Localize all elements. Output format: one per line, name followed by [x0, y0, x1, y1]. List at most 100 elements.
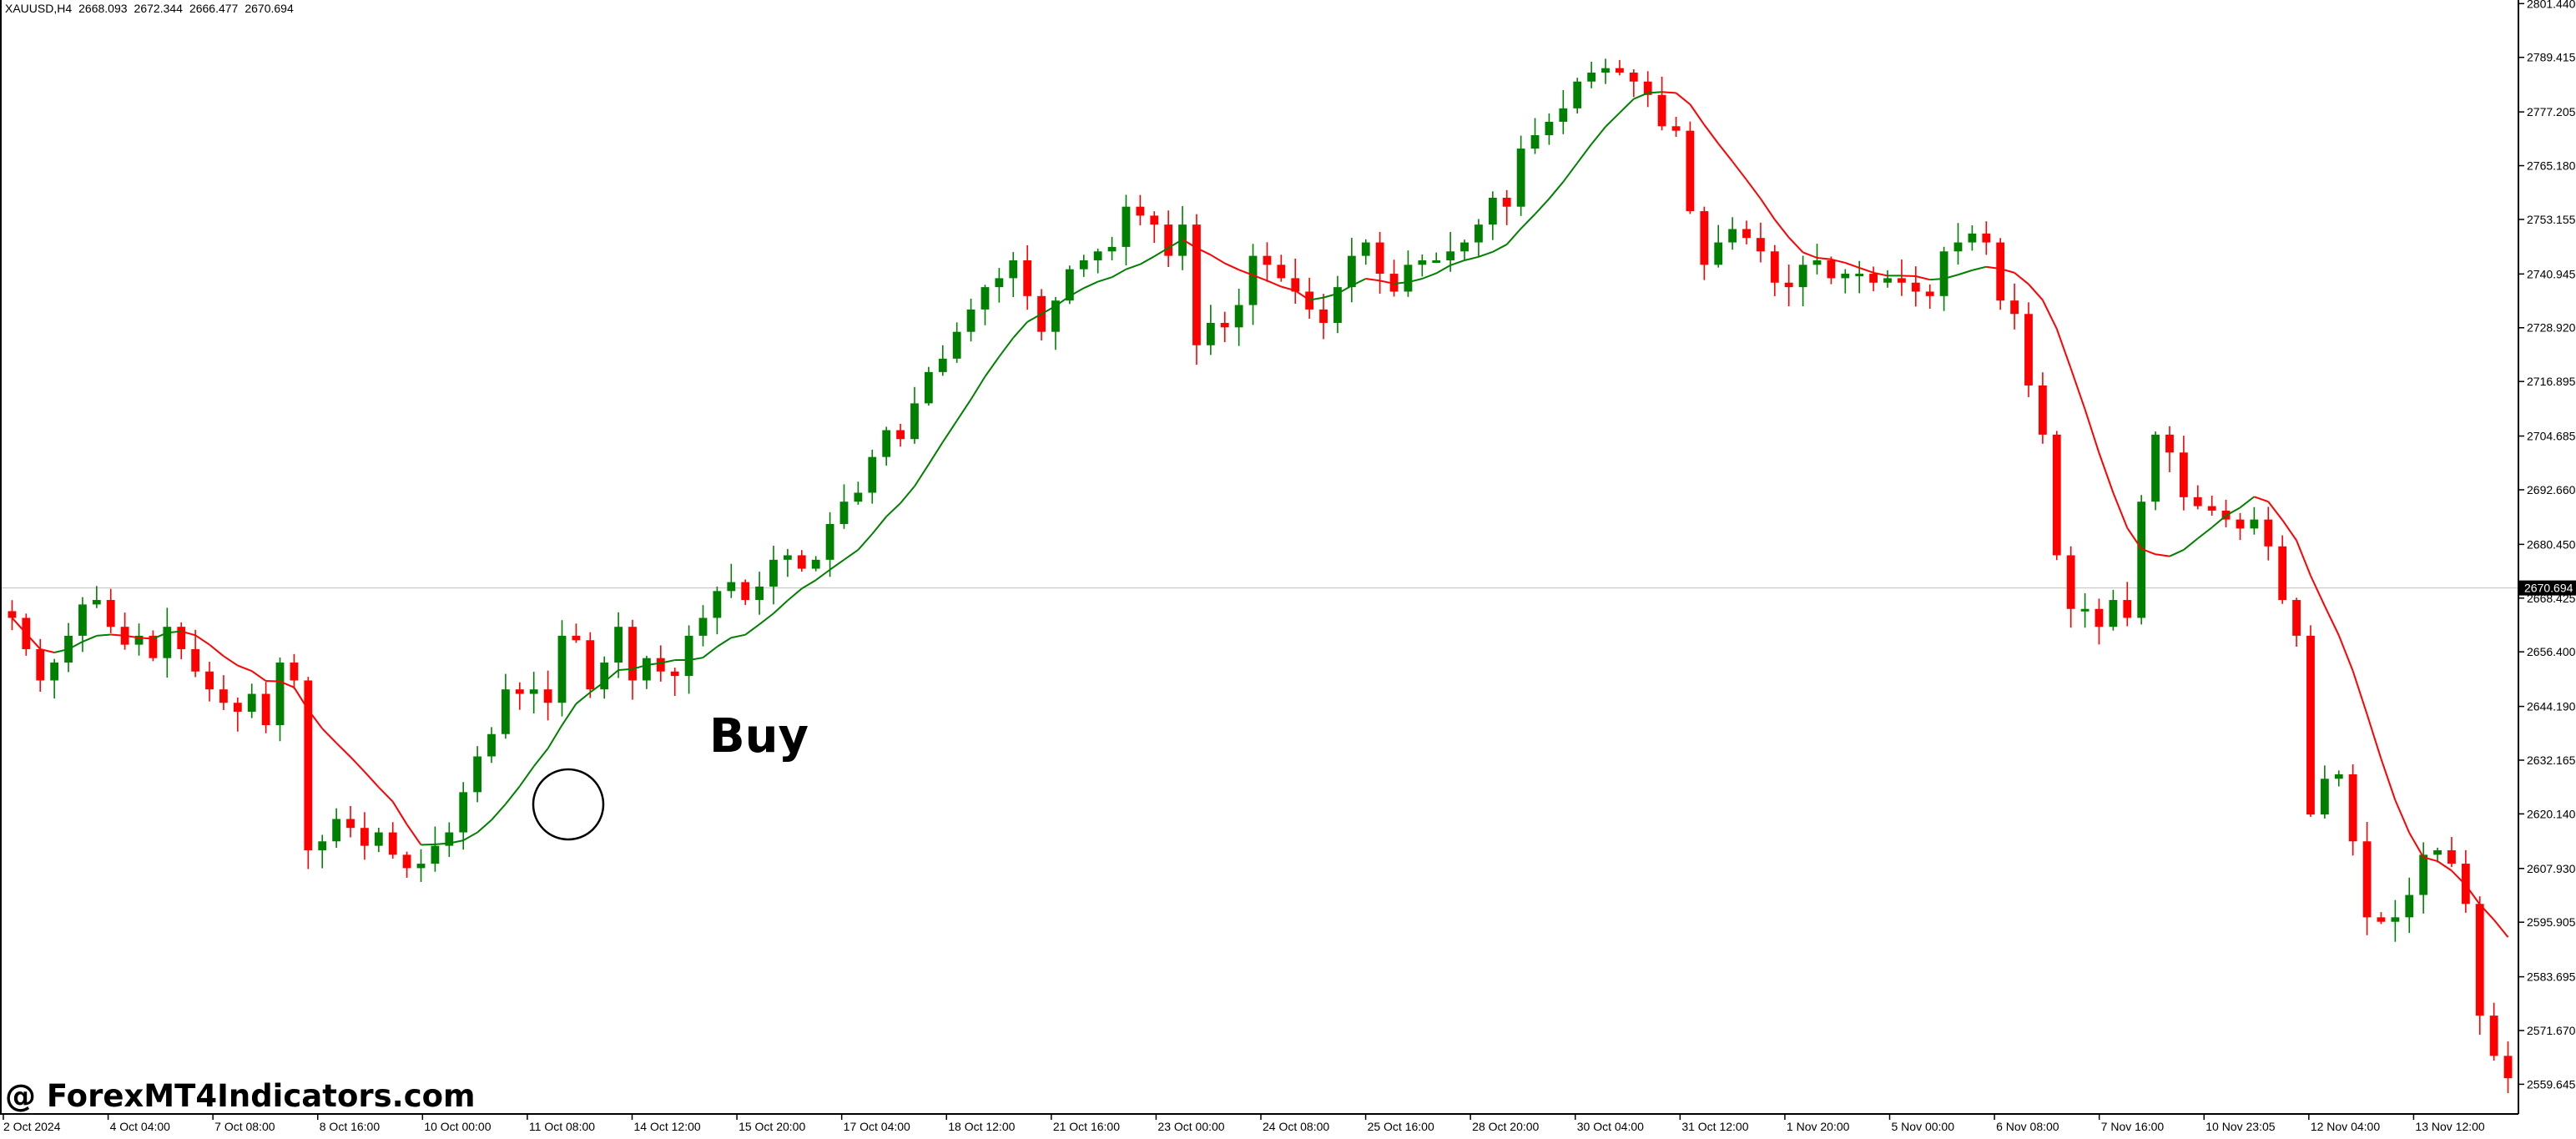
candle [134, 623, 144, 656]
ma-segment [350, 756, 365, 773]
ma-segment [2197, 527, 2213, 540]
candle [515, 682, 524, 710]
candle-body [1883, 278, 1892, 283]
candle-body [628, 627, 637, 681]
candle-body [2207, 506, 2216, 511]
candle [741, 579, 750, 606]
y-tick-label: 2716.895 [2527, 375, 2576, 388]
ma-segment [731, 633, 746, 639]
y-tick-label: 2595.905 [2527, 915, 2576, 929]
candle [1475, 219, 1483, 257]
ma-segment [547, 724, 563, 749]
candle-body [1009, 260, 1018, 279]
y-tick-label: 2644.190 [2527, 700, 2576, 713]
candle [1827, 256, 1836, 285]
ma-segment [914, 464, 930, 487]
candle-body [2179, 452, 2188, 497]
ma-segment [843, 549, 859, 561]
ma-segment [1492, 244, 1508, 253]
y-tick-label: 2571.670 [2527, 1024, 2576, 1037]
ma-segment [857, 533, 874, 551]
ma-segment [1379, 280, 1394, 285]
candle-body [1671, 126, 1681, 131]
ma-segment [1069, 287, 1085, 297]
candle-body [543, 689, 552, 703]
candle [1925, 284, 1934, 310]
candle-body [825, 523, 834, 560]
ma-segment [1153, 247, 1169, 258]
ma-segment [1464, 255, 1480, 261]
candle [1150, 211, 1159, 244]
candle [1883, 270, 1892, 288]
ma-segment [1351, 278, 1367, 287]
ma-segment [759, 612, 774, 625]
ma-segment [970, 375, 986, 401]
candle-body [1911, 282, 1920, 292]
candle [882, 426, 891, 466]
ma-segment [1943, 274, 1958, 280]
ma-segment [744, 623, 760, 636]
ma-segment [180, 630, 196, 637]
candle [670, 668, 679, 696]
ma-segment [1675, 92, 1691, 105]
candle [1136, 194, 1145, 226]
candle [600, 656, 609, 699]
ma-segment [1901, 275, 1916, 278]
candle-body [1841, 274, 1850, 279]
ma-segment [1576, 144, 1592, 164]
candle-body [177, 627, 186, 649]
ma-segment [1408, 278, 1423, 284]
ma-segment [1083, 280, 1099, 290]
ma-segment [293, 687, 310, 711]
candle [261, 682, 270, 733]
ma-segment [2041, 300, 2058, 330]
candle [1263, 242, 1272, 282]
x-tick-label: 12 Nov 04:00 [2311, 1120, 2380, 1133]
candle-body [1897, 278, 1906, 283]
candle [346, 805, 355, 838]
ma-segment [321, 728, 337, 744]
close-value: 2670.694 [244, 2, 294, 15]
candle-body [1220, 322, 1229, 328]
candle [938, 345, 947, 376]
candle [191, 629, 200, 678]
ma-segment [251, 670, 267, 682]
candle-body [445, 832, 454, 846]
candle [1389, 260, 1399, 297]
candle-body [346, 819, 355, 829]
candle-body [1573, 81, 1582, 108]
candle-body [1742, 229, 1751, 239]
candle-body [2278, 546, 2287, 601]
ma-segment [2465, 884, 2481, 905]
candle-body [1545, 121, 1554, 136]
candle [1347, 238, 1356, 303]
candle [2236, 512, 2245, 541]
candle-body [1629, 73, 1638, 82]
ma-segment [1394, 281, 1409, 285]
candle-body [938, 358, 947, 372]
candle [1982, 221, 1991, 255]
ma-segment [68, 641, 83, 650]
candle-body [459, 792, 468, 833]
candle-body [755, 586, 764, 601]
ma-segment [2352, 670, 2368, 715]
ma-segment [194, 634, 210, 646]
ma-segment [1689, 103, 1706, 126]
ma-segment [1055, 295, 1071, 307]
candle-body [1023, 260, 1032, 296]
y-tick-label: 2583.695 [2527, 970, 2576, 984]
ma-segment [2155, 553, 2170, 557]
candle-body [247, 693, 256, 712]
candle-body [769, 559, 778, 587]
candle-body [684, 635, 693, 677]
candle [1798, 255, 1807, 307]
ma-segment [40, 648, 55, 653]
x-tick-label: 25 Oct 16:00 [1368, 1120, 1434, 1133]
ma-segment [1986, 265, 2001, 270]
candle-body [2334, 774, 2343, 779]
candle [557, 620, 567, 717]
candle [318, 834, 327, 869]
candle [1770, 244, 1779, 296]
